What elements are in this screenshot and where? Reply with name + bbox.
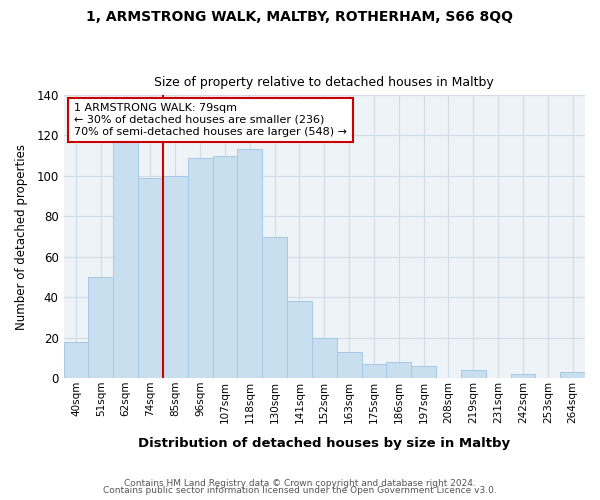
Title: Size of property relative to detached houses in Maltby: Size of property relative to detached ho… <box>154 76 494 90</box>
Bar <box>337 352 362 378</box>
Bar <box>312 338 337 378</box>
Bar <box>64 342 88 378</box>
Bar <box>212 156 238 378</box>
Bar <box>461 370 485 378</box>
Bar <box>411 366 436 378</box>
Bar <box>138 178 163 378</box>
Bar <box>560 372 585 378</box>
Bar <box>511 374 535 378</box>
Bar <box>238 150 262 378</box>
X-axis label: Distribution of detached houses by size in Maltby: Distribution of detached houses by size … <box>138 437 511 450</box>
Text: 1 ARMSTRONG WALK: 79sqm
← 30% of detached houses are smaller (236)
70% of semi-d: 1 ARMSTRONG WALK: 79sqm ← 30% of detache… <box>74 104 347 136</box>
Bar <box>163 176 188 378</box>
Bar <box>113 140 138 378</box>
Text: 1, ARMSTRONG WALK, MALTBY, ROTHERHAM, S66 8QQ: 1, ARMSTRONG WALK, MALTBY, ROTHERHAM, S6… <box>86 10 514 24</box>
Bar <box>386 362 411 378</box>
Bar <box>262 236 287 378</box>
Text: Contains HM Land Registry data © Crown copyright and database right 2024.: Contains HM Land Registry data © Crown c… <box>124 478 476 488</box>
Bar <box>88 277 113 378</box>
Bar <box>188 158 212 378</box>
Y-axis label: Number of detached properties: Number of detached properties <box>15 144 28 330</box>
Bar <box>287 302 312 378</box>
Text: Contains public sector information licensed under the Open Government Licence v3: Contains public sector information licen… <box>103 486 497 495</box>
Bar <box>362 364 386 378</box>
